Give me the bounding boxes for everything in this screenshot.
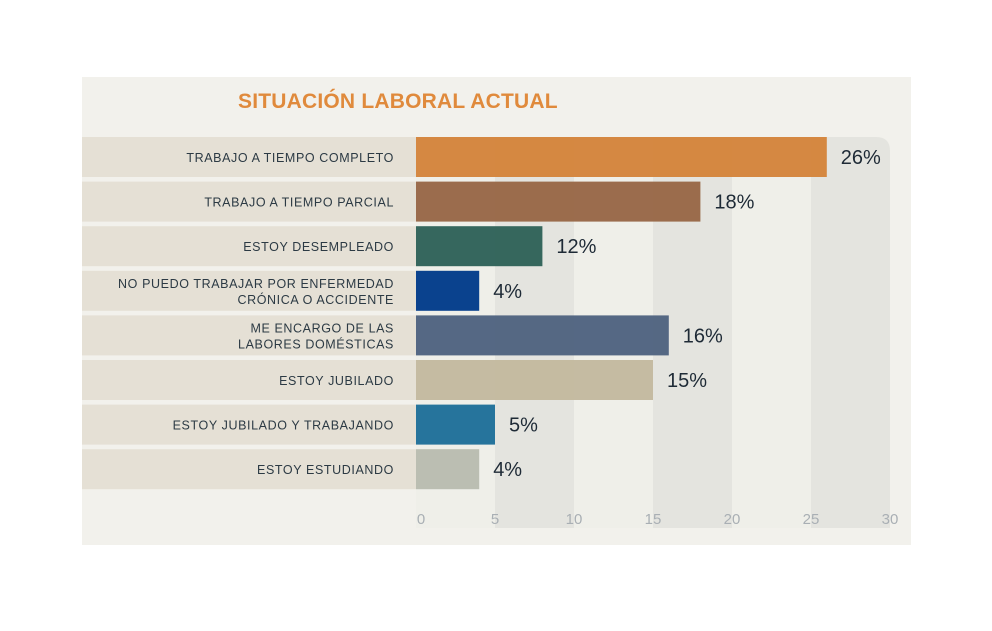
x-tick-label: 10 xyxy=(566,511,583,528)
category-row-background xyxy=(82,137,416,177)
category-label: ME ENCARGO DE LAS xyxy=(250,321,394,335)
category-row-background xyxy=(82,449,416,490)
bar xyxy=(416,315,669,356)
x-tick-label: 5 xyxy=(491,511,499,528)
x-tick-label: 30 xyxy=(882,511,899,528)
x-tick-label: 25 xyxy=(803,511,820,528)
data-label: 12% xyxy=(556,236,596,258)
bar xyxy=(416,360,653,400)
category-label: ESTOY DESEMPLEADO xyxy=(243,240,394,254)
category-label: LABORES DOMÉSTICAS xyxy=(238,336,394,351)
bar xyxy=(416,270,480,311)
category-label: TRABAJO A TIEMPO PARCIAL xyxy=(204,196,394,210)
grid-band xyxy=(811,151,890,528)
x-tick-label: 20 xyxy=(724,511,741,528)
data-label: 26% xyxy=(841,147,881,169)
category-row-background xyxy=(82,270,416,311)
category-label: ESTOY ESTUDIANDO xyxy=(257,463,394,477)
bar xyxy=(416,449,480,490)
category-label: ESTOY JUBILADO Y TRABAJANDO xyxy=(173,419,394,433)
bar xyxy=(416,137,827,177)
chart-title: SITUACIÓN LABORAL ACTUAL xyxy=(238,90,558,113)
x-tick-label: 0 xyxy=(417,511,425,528)
x-tick-label: 15 xyxy=(645,511,662,528)
category-label: TRABAJO A TIEMPO COMPLETO xyxy=(186,151,394,165)
data-label: 16% xyxy=(683,325,723,347)
category-row-background xyxy=(82,404,416,445)
data-label: 5% xyxy=(509,415,538,437)
data-label: 4% xyxy=(493,459,522,481)
category-label: NO PUEDO TRABAJAR POR ENFERMEDAD xyxy=(118,277,394,291)
category-label: CRÓNICA O ACCIDENTE xyxy=(237,292,394,307)
category-label: ESTOY JUBILADO xyxy=(279,374,394,388)
category-row-background xyxy=(82,181,416,222)
data-label: 18% xyxy=(714,192,754,214)
category-row-background xyxy=(82,360,416,400)
bar xyxy=(416,226,543,267)
data-label: 15% xyxy=(667,370,707,392)
category-row-background xyxy=(82,226,416,267)
bar xyxy=(416,404,495,445)
data-label: 4% xyxy=(493,281,522,303)
category-row-background xyxy=(82,315,416,356)
grid-band xyxy=(811,137,890,151)
bar xyxy=(416,181,701,222)
